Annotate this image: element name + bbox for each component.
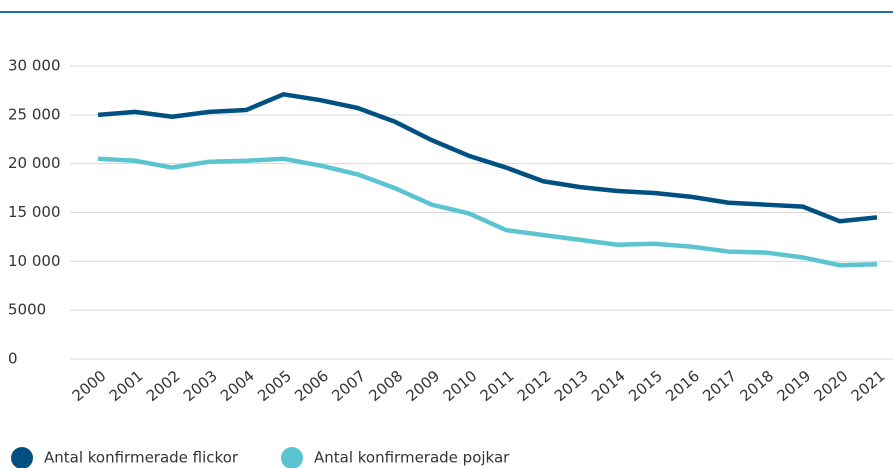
- x-tick-label: 2009: [402, 367, 443, 405]
- x-tick-label: 2017: [699, 367, 740, 405]
- y-tick-label: 0: [8, 350, 18, 368]
- x-tick-label: 2000: [69, 367, 110, 405]
- x-tick-label: 2010: [440, 367, 481, 405]
- y-tick-label: 15 000: [8, 203, 61, 221]
- x-tick-label: 2015: [625, 367, 666, 405]
- y-tick-label: 30 000: [8, 57, 61, 75]
- x-tick-label: 2008: [365, 367, 406, 405]
- y-tick-label: 5000: [8, 301, 46, 319]
- x-tick-label: 2011: [477, 367, 518, 405]
- x-tick-label: 2014: [588, 367, 629, 405]
- x-tick-label: 2005: [254, 367, 295, 405]
- x-tick-label: 2001: [106, 367, 147, 405]
- legend-swatch: [11, 447, 33, 468]
- legend-label: Antal konfirmerade pojkar: [314, 449, 510, 467]
- y-tick-label: 20 000: [8, 154, 61, 172]
- x-tick-label: 2003: [180, 367, 221, 405]
- x-tick-label: 2016: [662, 367, 703, 405]
- legend-swatch: [281, 447, 303, 468]
- line: [97, 92, 878, 224]
- x-tick-label: 2006: [291, 367, 332, 405]
- x-tick-label: 2021: [848, 367, 889, 405]
- x-tick-label: 2018: [736, 367, 777, 405]
- x-tick-label: 2013: [551, 367, 592, 405]
- y-tick-label: 10 000: [8, 252, 61, 270]
- y-tick-label: 25 000: [8, 105, 61, 123]
- top-rule: [0, 11, 893, 13]
- x-tick-label: 2020: [811, 367, 852, 405]
- x-tick-label: 2012: [514, 367, 555, 405]
- x-tick-label: 2002: [143, 367, 184, 405]
- line: [97, 156, 878, 268]
- x-tick-label: 2007: [328, 367, 369, 405]
- legend-label: Antal konfirmerade flickor: [44, 449, 239, 467]
- x-tick-label: 2019: [773, 367, 814, 405]
- x-tick-label: 2004: [217, 367, 258, 405]
